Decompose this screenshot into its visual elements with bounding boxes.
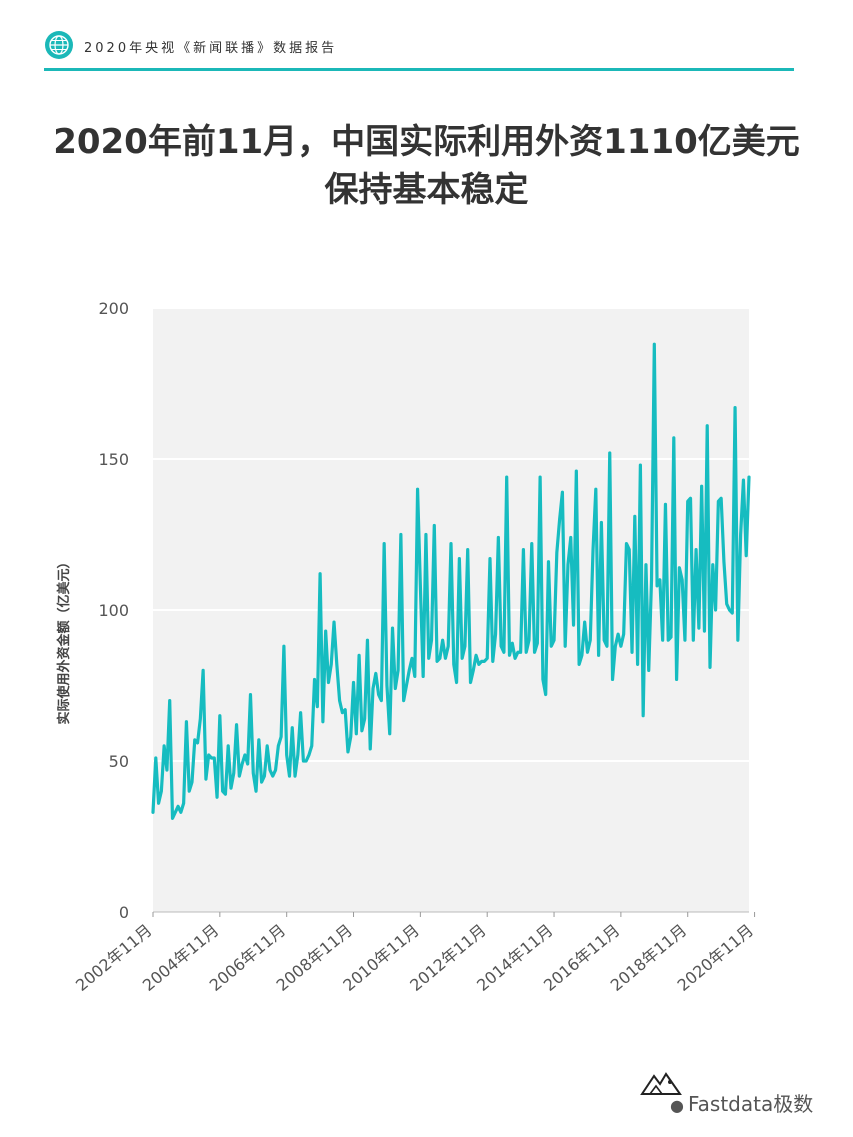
header-divider — [44, 68, 794, 71]
y-axis-ticks: 0 50 100 150 200 — [98, 299, 129, 922]
y-axis-label: 实际使用外资金额（亿美元） — [56, 555, 72, 724]
title-line-1: 2020年前11月，中国实际利用外资1110亿美元 — [53, 122, 800, 162]
globe-icon — [45, 31, 73, 59]
y-tick-label: 150 — [98, 450, 129, 469]
title-line-2: 保持基本稳定 — [324, 170, 529, 210]
y-tick-label: 200 — [98, 299, 129, 318]
logo-icon — [640, 1072, 682, 1095]
y-tick-label: 100 — [98, 601, 129, 620]
page-title: 2020年前11月，中国实际利用外资1110亿美元 保持基本稳定 — [0, 118, 853, 214]
wechat-icon: ● — [670, 1096, 684, 1115]
y-tick-label: 50 — [109, 752, 129, 771]
x-axis-ticks: 2002年11月2004年11月2006年11月2008年11月2010年11月… — [72, 912, 757, 995]
header-text: 2020年央视《新闻联播》数据报告 — [84, 41, 338, 56]
watermark-text: Fastdata极数 — [687, 1092, 814, 1116]
data-points — [152, 344, 750, 819]
y-tick-label: 0 — [119, 903, 129, 922]
report-header: 2020年央视《新闻联播》数据报告 — [44, 30, 794, 72]
watermark: ● Fastdata极数 — [670, 1088, 813, 1117]
